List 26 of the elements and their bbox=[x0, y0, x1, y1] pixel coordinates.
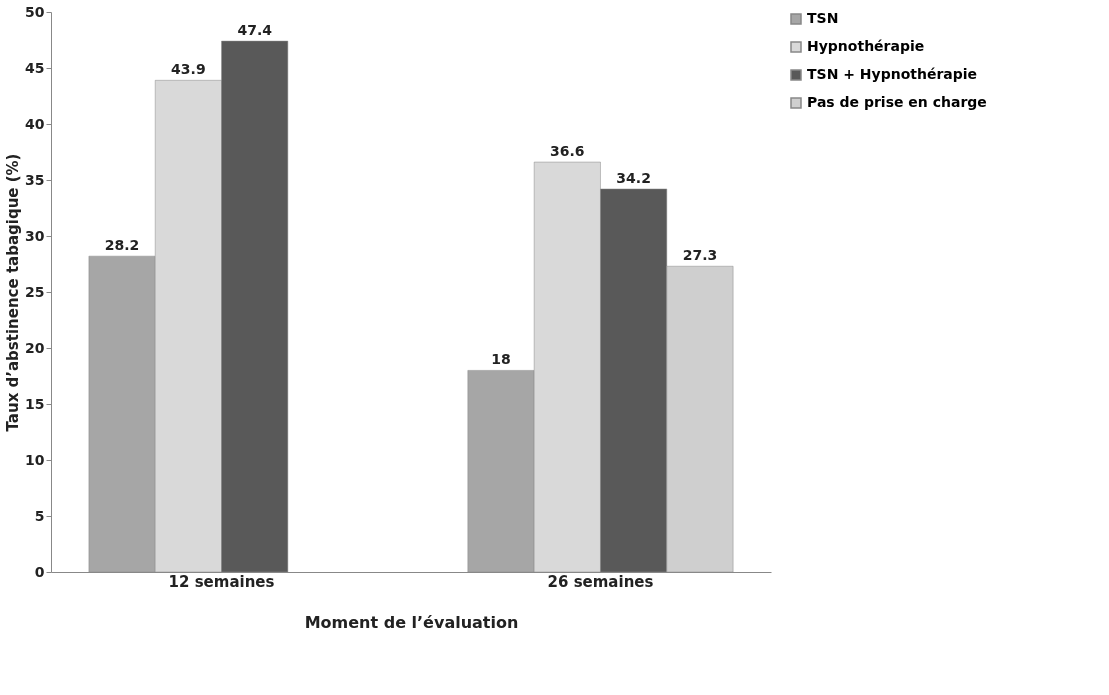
y-tick-label: 20 bbox=[25, 339, 45, 356]
data-label: 43.9 bbox=[171, 61, 206, 78]
y-axis-title: Taux d’abstinence tabagique (%) bbox=[4, 153, 23, 432]
x-tick-label: 26 semaines bbox=[547, 572, 654, 591]
y-tick-label: 25 bbox=[25, 283, 45, 300]
y-tick-label: 30 bbox=[25, 227, 45, 244]
y-tick-label: 10 bbox=[25, 451, 45, 468]
y-tick-label: 35 bbox=[25, 171, 45, 188]
legend-label: TSN bbox=[807, 10, 839, 26]
y-tick-label: 5 bbox=[34, 507, 45, 524]
x-axis-title: Moment de l’évaluation bbox=[304, 612, 519, 632]
y-tick-label: 15 bbox=[25, 395, 45, 412]
data-label: 28.2 bbox=[104, 237, 140, 254]
legend-label: TSN + Hypnothérapie bbox=[807, 66, 978, 82]
y-tick-label: 0 bbox=[34, 563, 45, 580]
x-tick-label: 12 semaines bbox=[168, 572, 275, 591]
y-tick-label: 45 bbox=[25, 59, 45, 76]
data-label: 36.6 bbox=[550, 143, 585, 160]
y-tick-label: 40 bbox=[25, 115, 45, 132]
y-tick-label: 50 bbox=[25, 3, 45, 20]
legend-label: Pas de prise en charge bbox=[807, 94, 987, 110]
data-label: 18 bbox=[491, 351, 511, 368]
data-label: 47.4 bbox=[237, 22, 273, 39]
legend-label: Hypnothérapie bbox=[807, 38, 925, 54]
data-label: 34.2 bbox=[616, 169, 651, 186]
data-label: 27.3 bbox=[682, 247, 718, 264]
